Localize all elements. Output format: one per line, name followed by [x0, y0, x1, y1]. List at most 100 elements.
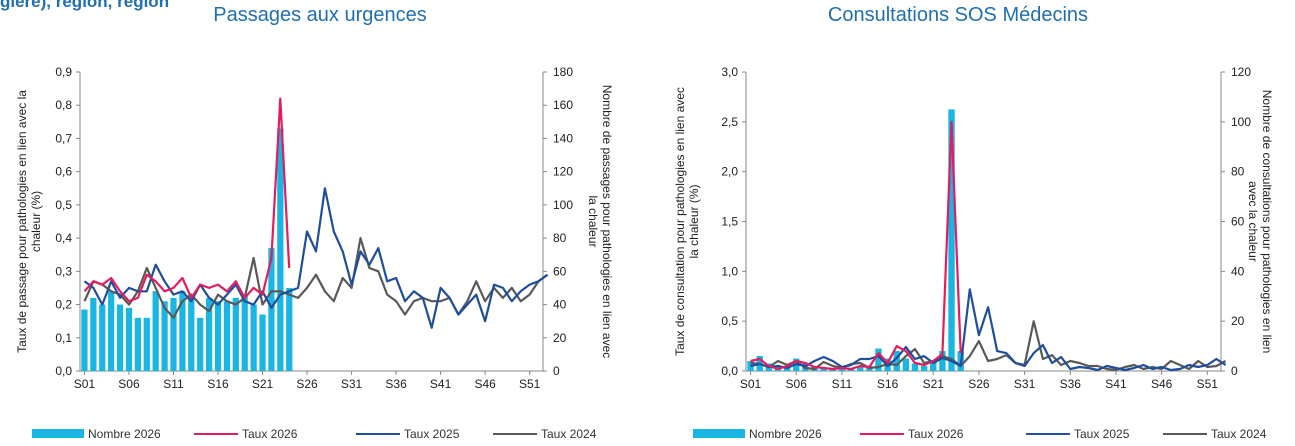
y-axis-label: Taux de consultation pour pathologies en… [673, 87, 701, 356]
x-tick-label: S51 [519, 377, 541, 391]
y-tick-label: 0,8 [55, 98, 72, 112]
chart-sos-medecins-svg: 0,0 0,5 1,0 1,5 2,0 2,5 3,0 0 20 40 60 80 100 120 S01 S… [673, 65, 1274, 391]
header-fragment: gière), région, région [0, 0, 170, 11]
legend-label: Taux 2024 [541, 426, 597, 441]
x-tick-label: S31 [1014, 377, 1036, 391]
legend-label: Taux 2026 [242, 426, 298, 441]
legend-label: Taux 2026 [908, 426, 964, 441]
y2-tick-label: 80 [553, 231, 567, 245]
bar-nombre-2026 [99, 304, 106, 371]
x-tick-label: S26 [968, 377, 990, 391]
y2-tick-label: 40 [1231, 264, 1245, 278]
x-tick-label: S51 [1197, 377, 1219, 391]
y2-tick-label: 20 [1231, 314, 1245, 328]
y2-tick-label: 80 [1231, 165, 1245, 179]
legend-bar-swatch [32, 429, 84, 439]
x-tick-label: S31 [341, 377, 363, 391]
y2-tick-label: 180 [553, 65, 573, 79]
y2-tick-label: 0 [1231, 364, 1238, 378]
bar-nombre-2026 [250, 304, 257, 371]
y-tick-label: 0,1 [55, 331, 72, 345]
x-tick-label: S06 [786, 377, 808, 391]
bar-nombre-2026 [214, 301, 222, 371]
y-tick-label: 3,0 [721, 65, 738, 79]
bar-nombre-2026 [930, 361, 937, 371]
y2-axis-label: Nombre de consultations pour pathologies… [1246, 90, 1274, 354]
line-taux-2025 [83, 187, 549, 329]
bar-nombre-2026 [920, 366, 928, 371]
bar-nombre-2026 [911, 363, 919, 371]
y2-tick-label: 160 [553, 98, 573, 112]
legend-label: Taux 2025 [1074, 426, 1130, 441]
y-tick-label: 0,5 [721, 314, 738, 328]
line-taux-2024 [750, 320, 1227, 372]
y2-tick-label: 140 [553, 131, 573, 145]
bar-nombre-2026 [125, 307, 133, 371]
bar-nombre-2026 [152, 291, 159, 371]
y2-axis-label: Nombre de passages pour pathologies en l… [586, 85, 614, 359]
bar-nombre-2026 [286, 287, 293, 371]
line-taux-2026 [83, 97, 291, 303]
y-tick-label: 1,5 [721, 215, 738, 229]
line-taux-2026 [750, 120, 962, 371]
y-axis-label: Taux de passage pour pathologies en lien… [15, 90, 43, 353]
bar-nombre-2026 [116, 304, 124, 371]
legend-label: Taux 2025 [404, 426, 460, 441]
bar-nombre-2026 [143, 317, 150, 371]
y-tick-label: 0,2 [55, 298, 72, 312]
bar-nombre-2026 [268, 248, 275, 371]
x-tick-label: S11 [163, 377, 184, 391]
x-tick-label: S16 [207, 377, 229, 391]
chart-title: Consultations SOS Médecins [827, 4, 1089, 26]
bar-nombre-2026 [747, 361, 754, 371]
bar-nombre-2026 [81, 309, 88, 371]
bar-nombre-2026 [108, 291, 115, 371]
x-tick-label: S36 [1060, 377, 1082, 391]
bar-nombre-2026 [161, 301, 168, 371]
bar-nombre-2026 [134, 317, 141, 371]
legend-item: Nombre 2026 [693, 426, 822, 441]
y2-axis-label-line: avec la chaleur [1246, 181, 1260, 262]
legend-line-swatch [860, 432, 904, 435]
x-tick-label: S01 [74, 377, 96, 391]
x-tick-label: S41 [430, 377, 452, 391]
bar-nombre-2026 [90, 297, 97, 371]
x-tick-label: S06 [118, 377, 140, 391]
legend-item: Taux 2024 [1163, 426, 1266, 441]
bar-nombre-2026 [277, 128, 284, 371]
bar-nombre-2026 [259, 314, 266, 371]
legend-item: Taux 2026 [194, 426, 297, 441]
bar-nombre-2026 [170, 297, 177, 371]
legend-line-swatch [1026, 432, 1070, 435]
chart-panel-sos-medecins: Consultations SOS Médecins 0,0 0,5 1,0 1,5 2… [648, 0, 1295, 446]
y-tick-label: 0,4 [55, 231, 72, 245]
bar-nombre-2026 [197, 317, 204, 371]
x-tick-label: S21 [923, 377, 945, 391]
y2-tick-label: 100 [1231, 115, 1251, 129]
x-tick-label: S41 [1105, 377, 1127, 391]
y2-tick-label: 0 [553, 364, 560, 378]
y2-axis-label-line: Nombre de passages pour pathologies en l… [600, 85, 614, 359]
bar-nombre-2026 [856, 366, 864, 371]
legend-line-swatch [1163, 432, 1207, 435]
x-tick-label: S01 [740, 377, 762, 391]
bar-nombre-2026 [223, 301, 231, 371]
y2-tick-label: 60 [1231, 215, 1245, 229]
legend: Nombre 2026 Taux 2026 Taux 2025 Taux 2024 [648, 426, 1295, 446]
y2-tick-label: 20 [553, 331, 567, 345]
y-tick-label: 1,0 [721, 264, 738, 278]
line-taux-2025 [750, 288, 1227, 372]
chart-urgences-svg: 0,0 0,1 0,2 0,3 0,4 0,5 0,6 0,7 0,8 0,9 0 20 40 60 80 1… [15, 65, 614, 391]
legend-item: Taux 2025 [1026, 426, 1129, 441]
y-tick-label: 0,6 [55, 165, 72, 179]
y-tick-label: 0,0 [55, 364, 72, 378]
chart-panel-urgences: Passages aux urgences 0,0 0,1 0,2 0,3 0,4 0,5… [15, 4, 614, 441]
x-tick-label: S16 [877, 377, 899, 391]
bar-nombre-2026 [820, 368, 827, 371]
bar-nombre-2026 [241, 294, 248, 371]
bar-nombre-2026 [179, 291, 186, 371]
y-tick-label: 2,0 [721, 165, 738, 179]
x-tick-label: S46 [474, 377, 496, 391]
legend-line-swatch [356, 432, 400, 435]
bar-nombre-2026 [232, 297, 239, 371]
